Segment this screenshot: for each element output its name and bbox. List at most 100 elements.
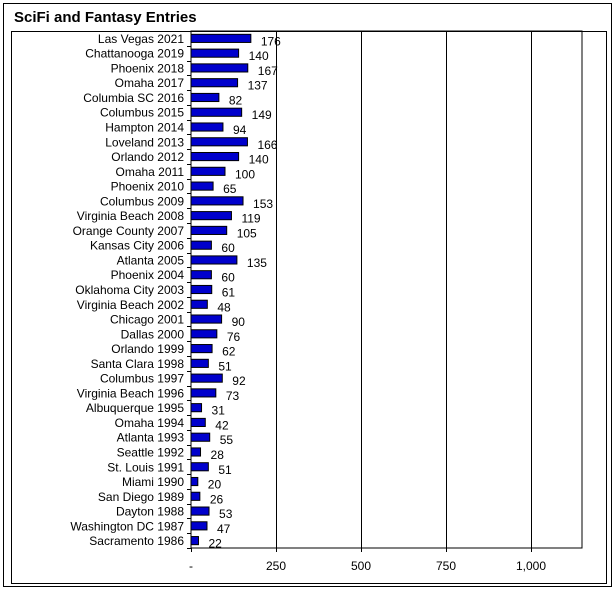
data-label: 135 — [247, 256, 267, 270]
x-tick-label: - — [189, 559, 193, 573]
bar — [190, 521, 208, 531]
bar — [190, 107, 243, 117]
category-label: Hampton 2014 — [105, 121, 184, 135]
category-label: Omaha 2011 — [116, 165, 185, 179]
data-label: 94 — [233, 123, 247, 137]
chart-title: SciFi and Fantasy Entries — [14, 9, 197, 26]
bar — [190, 211, 232, 221]
data-label: 47 — [217, 522, 231, 536]
bar — [190, 403, 203, 413]
category-label: Columbus 2015 — [100, 106, 184, 120]
category-label: Virginia Beach 2002 — [77, 298, 185, 312]
x-tick-label: 250 — [266, 559, 286, 573]
bar — [190, 137, 248, 147]
category-label: Orlando 2012 — [111, 150, 184, 164]
x-tick-label: 750 — [436, 559, 456, 573]
category-label: Las Vegas 2021 — [98, 32, 184, 46]
chart-frame: SciFi and Fantasy Entries — [3, 3, 612, 587]
category-label: Atlanta 2005 — [117, 253, 185, 267]
bar — [190, 166, 226, 176]
category-label: Columbia SC 2016 — [83, 91, 184, 105]
category-label: Omaha 1994 — [115, 416, 185, 430]
category-label: Columbus 2009 — [100, 194, 184, 208]
bar — [190, 255, 238, 265]
data-label: 137 — [248, 79, 268, 93]
category-label: Santa Clara 1998 — [91, 357, 185, 371]
data-label: 20 — [208, 478, 222, 492]
bar — [190, 63, 249, 73]
bar — [190, 48, 240, 58]
bar — [190, 358, 209, 368]
bar — [190, 225, 228, 235]
category-label: Atlanta 1993 — [117, 431, 185, 445]
data-label: 149 — [252, 108, 272, 122]
category-label: Kansas City 2006 — [90, 239, 184, 253]
data-label: 48 — [217, 300, 231, 314]
bar — [190, 196, 244, 206]
category-label: Chicago 2001 — [110, 313, 184, 327]
bar — [190, 388, 217, 398]
bar — [190, 284, 213, 295]
data-label: 73 — [226, 389, 240, 403]
bar — [190, 417, 206, 428]
data-label: 51 — [218, 359, 232, 373]
bar — [190, 536, 199, 546]
bar — [190, 373, 223, 383]
category-label: Omaha 2017 — [115, 76, 185, 90]
data-label: 76 — [227, 330, 241, 344]
data-label: 31 — [212, 404, 226, 418]
category-label: Seattle 1992 — [117, 445, 185, 459]
data-label: 90 — [232, 315, 246, 329]
data-label: 61 — [222, 286, 236, 300]
bar — [190, 181, 214, 191]
data-label: 53 — [219, 507, 233, 521]
bar — [190, 491, 201, 501]
bar — [190, 314, 223, 324]
bar — [190, 506, 210, 516]
bar — [190, 92, 220, 103]
category-label: St. Louis 1991 — [107, 460, 184, 474]
data-label: 140 — [249, 153, 269, 167]
category-label: Phoenix 2018 — [111, 61, 185, 75]
category-label: Virginia Beach 1996 — [77, 386, 185, 400]
bar — [190, 78, 239, 88]
category-label: Dallas 2000 — [121, 327, 185, 341]
x-tick-label: 500 — [351, 559, 371, 573]
data-label: 153 — [253, 197, 273, 211]
data-label: 60 — [221, 271, 235, 285]
data-label: 55 — [220, 433, 234, 447]
bar — [190, 476, 199, 487]
category-label: Washington DC 1987 — [70, 519, 184, 533]
data-label: 51 — [218, 463, 232, 477]
data-label: 62 — [222, 345, 236, 359]
data-label: 42 — [215, 418, 229, 432]
data-label: 140 — [249, 49, 269, 63]
data-label: 166 — [257, 138, 277, 152]
category-label: Phoenix 2010 — [111, 180, 185, 194]
category-label: Oklahoma City 2003 — [75, 283, 184, 297]
category-label: Columbus 1997 — [100, 372, 184, 386]
x-tick-label: 1,000 — [516, 559, 546, 573]
bar — [190, 270, 212, 280]
bar — [190, 344, 213, 354]
category-label: Miami 1990 — [122, 475, 184, 489]
bar — [190, 329, 218, 339]
bar — [190, 33, 252, 43]
data-label: 28 — [211, 448, 225, 462]
data-label: 60 — [221, 241, 235, 255]
data-label: 65 — [223, 182, 237, 196]
data-label: 176 — [261, 34, 281, 48]
data-label: 105 — [237, 226, 257, 240]
data-label: 100 — [235, 167, 255, 181]
data-label: 82 — [229, 93, 243, 107]
category-label: Albuquerque 1995 — [86, 401, 184, 415]
data-label: 119 — [241, 212, 260, 226]
bar — [190, 240, 212, 250]
category-label: Loveland 2013 — [105, 135, 184, 149]
category-label: Orlando 1999 — [111, 342, 184, 356]
category-label: Chattanooga 2019 — [85, 47, 184, 61]
bar — [190, 299, 208, 309]
plot-border — [190, 30, 583, 549]
bar — [190, 432, 211, 442]
